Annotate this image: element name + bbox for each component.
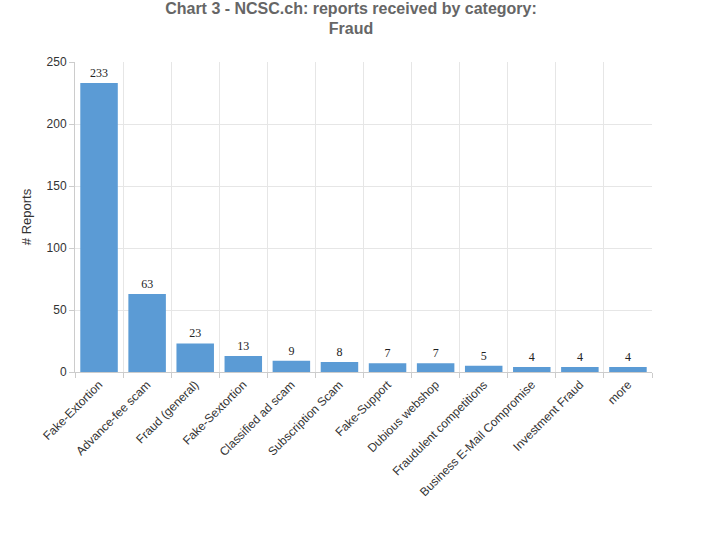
svg-text:0: 0 xyxy=(60,365,67,379)
svg-text:Fake-Extortion: Fake-Extortion xyxy=(40,378,105,443)
svg-text:Dubious webshop: Dubious webshop xyxy=(365,378,443,456)
svg-text:Advance-fee scam: Advance-fee scam xyxy=(73,378,153,458)
svg-text:5: 5 xyxy=(481,349,487,363)
svg-text:9: 9 xyxy=(288,344,294,358)
svg-text:Chart 3 - NCSC.ch: reports rec: Chart 3 - NCSC.ch: reports received by c… xyxy=(165,0,537,37)
svg-text:Fraud (general): Fraud (general) xyxy=(133,378,201,446)
svg-text:7: 7 xyxy=(433,346,439,360)
svg-text:100: 100 xyxy=(47,241,67,255)
svg-text:23: 23 xyxy=(189,326,201,340)
svg-text:Classified ad scam: Classified ad scam xyxy=(217,378,298,459)
svg-text:63: 63 xyxy=(141,277,153,291)
svg-text:Investment Fraud: Investment Fraud xyxy=(510,378,586,454)
svg-text:13: 13 xyxy=(237,339,249,353)
svg-text:more: more xyxy=(605,378,634,407)
svg-text:Fraudulent competitions: Fraudulent competitions xyxy=(390,378,490,478)
svg-text:4: 4 xyxy=(577,350,583,364)
svg-text:8: 8 xyxy=(336,345,342,359)
svg-text:150: 150 xyxy=(47,179,67,193)
svg-text:200: 200 xyxy=(47,117,67,131)
svg-text:50: 50 xyxy=(53,303,67,317)
svg-text:250: 250 xyxy=(47,55,67,69)
svg-text:4: 4 xyxy=(625,350,631,364)
svg-text:Business E-Mail Compromise: Business E-Mail Compromise xyxy=(417,378,538,499)
svg-text:Fake-Sextortion: Fake-Sextortion xyxy=(180,378,250,448)
svg-text:4: 4 xyxy=(529,350,535,364)
svg-text:233: 233 xyxy=(90,66,108,80)
svg-text:7: 7 xyxy=(385,346,391,360)
svg-text:Fake-Support: Fake-Support xyxy=(333,377,395,439)
svg-text:Subscription Scam: Subscription Scam xyxy=(265,378,346,459)
svg-text:# Reports: # Reports xyxy=(19,188,34,245)
